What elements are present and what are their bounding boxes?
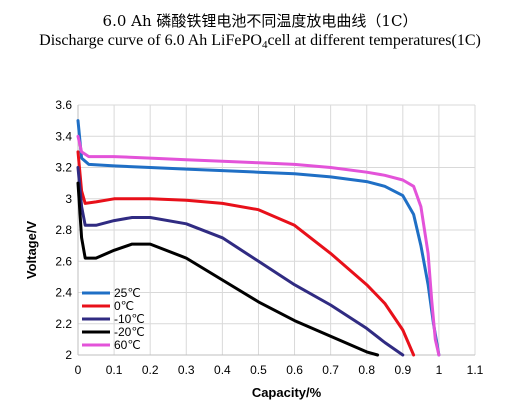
legend-label: -10℃ xyxy=(114,312,145,326)
y-tick-label: 2.4 xyxy=(55,286,72,300)
y-tick-label: 2.2 xyxy=(55,317,72,331)
x-tick-label: 0.2 xyxy=(142,363,159,377)
legend-label: 0℃ xyxy=(114,299,134,313)
x-tick-label: 1 xyxy=(436,363,443,377)
grid xyxy=(78,104,476,355)
legend-label: -20℃ xyxy=(114,325,145,339)
y-tick-label: 2 xyxy=(65,348,72,362)
y-tick-label: 3.4 xyxy=(55,129,72,143)
chart-title-chinese: 6.0 Ah 磷酸铁锂电池不同温度放电曲线（1C） xyxy=(102,12,418,30)
chart-title-english: Discharge curve of 6.0 Ah LiFePO4cell at… xyxy=(0,32,520,51)
x-tick-label: 0.7 xyxy=(322,363,339,377)
y-tick-label: 2.6 xyxy=(55,254,72,268)
y-tick-label: 3.2 xyxy=(55,161,72,175)
series-line-0 xyxy=(76,119,441,357)
chart-title-english-subscript: 4 xyxy=(261,39,268,51)
x-tick-label: 1.1 xyxy=(467,363,484,377)
x-tick-label: 0.5 xyxy=(250,363,267,377)
x-tick-label: 0.6 xyxy=(286,363,303,377)
chart-title-english-main: Discharge curve of 6.0 Ah LiFePO xyxy=(39,32,262,49)
series-line-3 xyxy=(76,181,380,357)
series-lines xyxy=(76,119,441,357)
x-tick-label: 0.3 xyxy=(178,363,195,377)
series-line-1 xyxy=(76,150,416,357)
series-line-2 xyxy=(76,166,405,357)
x-axis-label: Capacity/% xyxy=(252,385,322,400)
legend: 25℃0℃-10℃-20℃60℃ xyxy=(82,286,145,352)
y-tick-label: 3 xyxy=(65,192,72,206)
legend-label: 60℃ xyxy=(114,338,141,352)
x-tick-label: 0.4 xyxy=(214,363,231,377)
x-tick-label: 0 xyxy=(75,363,82,377)
x-tick-label: 0.9 xyxy=(394,363,411,377)
axes: 0 0.1 0.2 0.3 0.4 0.5 0.6 0.7 0.8 0.9 1 1.1 2 2.2 2.4 2… xyxy=(55,98,483,377)
series-line-4 xyxy=(76,134,441,357)
legend-label: 25℃ xyxy=(114,286,141,300)
x-tick-label: 0.8 xyxy=(358,363,375,377)
y-tick-label: 3.6 xyxy=(55,98,72,112)
y-axis-label: Voltage/V xyxy=(24,221,39,280)
chart-title-english-rest: cell at different temperatures(1C) xyxy=(267,32,481,49)
x-tick-label: 0.1 xyxy=(106,363,123,377)
y-tick-label: 2.8 xyxy=(55,223,72,237)
